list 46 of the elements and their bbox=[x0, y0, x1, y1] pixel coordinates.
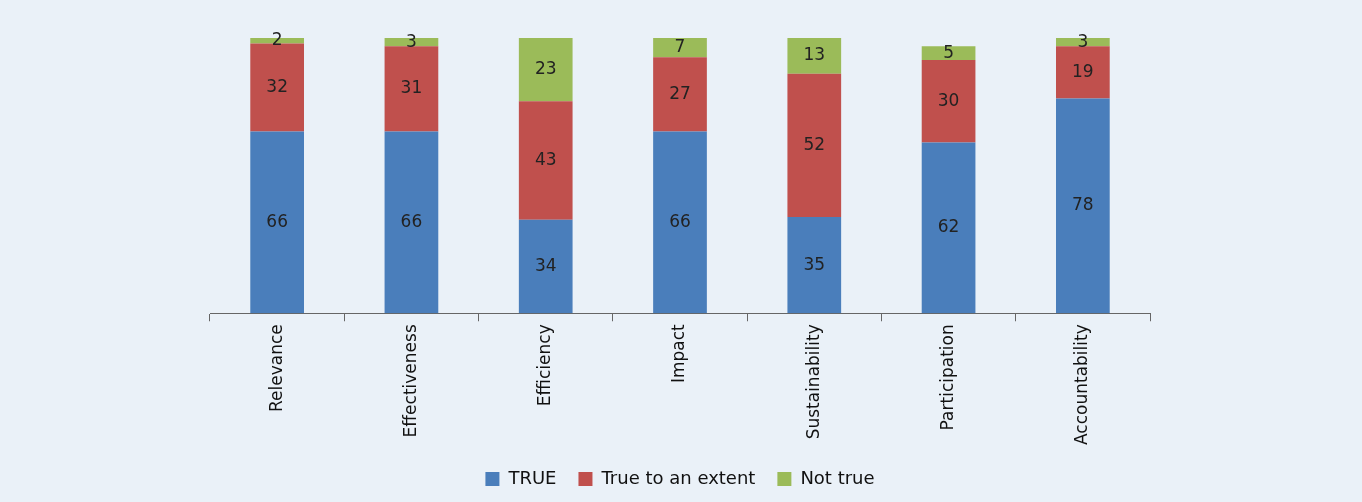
bar bbox=[921, 46, 976, 61]
x-tick-label: Sustainability bbox=[802, 324, 823, 440]
data-label: 7 bbox=[674, 36, 686, 57]
data-label: 78 bbox=[1072, 194, 1094, 215]
bar bbox=[518, 101, 573, 220]
x-tick-label: Effectiveness bbox=[399, 324, 420, 438]
bar bbox=[250, 43, 304, 132]
bar bbox=[518, 219, 573, 314]
bar bbox=[653, 131, 707, 314]
x-tick-label: Relevance bbox=[265, 324, 286, 413]
bar bbox=[921, 60, 976, 143]
data-label: 43 bbox=[534, 148, 557, 169]
data-label: 13 bbox=[803, 44, 826, 65]
bar bbox=[384, 131, 439, 314]
data-label: 31 bbox=[400, 77, 423, 98]
x-tick-label: Impact bbox=[668, 323, 689, 384]
legend-label: TRUE bbox=[507, 466, 557, 488]
bar bbox=[384, 46, 439, 132]
bar bbox=[1056, 46, 1110, 99]
data-label: 30 bbox=[937, 89, 960, 110]
data-label: 34 bbox=[534, 254, 557, 275]
bar bbox=[787, 38, 842, 74]
x-tick-label: Accountability bbox=[1071, 324, 1092, 446]
data-label: 19 bbox=[1072, 60, 1094, 81]
x-tick-label: Participation bbox=[936, 324, 957, 431]
x-tick-label: Efficiency bbox=[534, 324, 555, 407]
bar bbox=[787, 73, 842, 217]
bar bbox=[250, 131, 304, 314]
legend-label: Not true bbox=[800, 466, 875, 488]
data-label: 66 bbox=[400, 210, 423, 231]
bar bbox=[518, 38, 573, 102]
data-label: 66 bbox=[669, 210, 691, 231]
bar bbox=[921, 142, 976, 314]
data-label: 5 bbox=[943, 41, 954, 62]
data-label: 32 bbox=[266, 75, 288, 96]
data-label: 52 bbox=[803, 133, 826, 154]
bar bbox=[1056, 98, 1110, 314]
bar bbox=[787, 216, 842, 314]
bar bbox=[653, 38, 707, 58]
data-label: 62 bbox=[937, 216, 960, 237]
data-label: 23 bbox=[534, 58, 557, 79]
bar bbox=[653, 57, 707, 132]
data-label: 27 bbox=[669, 82, 691, 103]
data-label: 66 bbox=[266, 210, 288, 231]
data-label: 35 bbox=[803, 253, 826, 274]
legend-label: True to an extent bbox=[600, 466, 756, 488]
